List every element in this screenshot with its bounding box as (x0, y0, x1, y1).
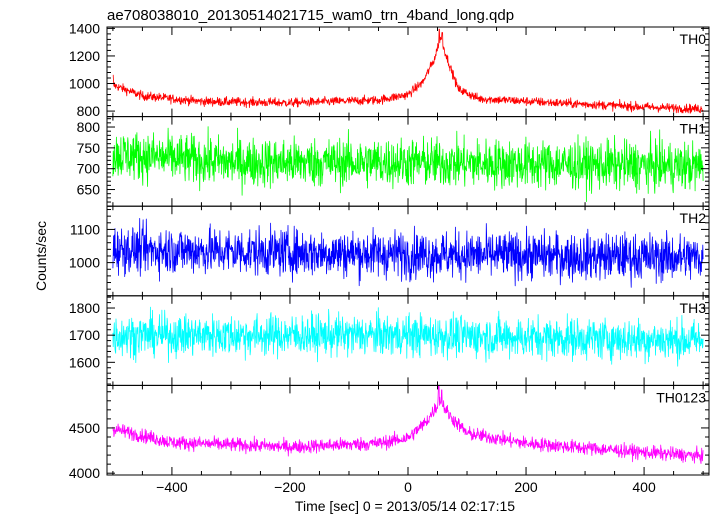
y-tick-label: 1000 (69, 255, 100, 271)
y-tick-label: 1600 (69, 354, 100, 370)
x-tick-label: −400 (156, 479, 188, 495)
panel-label: TH0 (680, 31, 707, 47)
y-tick-label: 1800 (69, 300, 100, 316)
panel-th3: 1600 1700 1800 TH3 (69, 295, 710, 386)
x-tick-label: 200 (514, 479, 538, 495)
x-tick-label: −200 (274, 479, 306, 495)
y-tick-label: 4000 (69, 465, 100, 481)
panels-group: 800 1000 1200 1400 TH0 650 700 750 800 TH1 1000 110… (69, 20, 710, 495)
y-tick-label: 1100 (70, 221, 100, 237)
chart-title: ae708038010_20130514021715_wam0_trn_4ban… (107, 7, 514, 24)
panel-th0: 800 1000 1200 1400 TH0 (69, 20, 710, 119)
y-tick-label: 800 (77, 103, 101, 119)
series-th3 (112, 306, 704, 367)
y-tick-label: 4500 (69, 420, 100, 436)
panel-th2: 1000 1100 TH2 (69, 205, 710, 297)
panel-th1: 650 700 750 800 TH1 (77, 116, 710, 207)
panel-label: TH3 (680, 300, 707, 316)
series-th1 (112, 126, 704, 202)
y-tick-label: 1000 (69, 76, 100, 92)
panel-label: TH2 (680, 210, 707, 226)
x-tick-label: 400 (632, 479, 656, 495)
panel-label: TH1 (680, 121, 707, 137)
y-axis-label: Counts/sec (33, 221, 49, 291)
y-tick-label: 750 (77, 140, 101, 156)
panel-label: TH0123 (656, 389, 706, 405)
x-axis-label: Time [sec] 0 = 2013/05/14 02:17:15 (295, 498, 515, 514)
panel-th0123: 4000 4500 TH0123 (69, 384, 710, 481)
y-tick-label: 800 (77, 119, 101, 135)
series-th0123 (112, 385, 704, 464)
y-tick-label: 650 (77, 182, 101, 198)
y-tick-label: 1200 (69, 48, 100, 64)
y-tick-label: 700 (77, 161, 101, 177)
y-tick-label: 1700 (69, 327, 100, 343)
x-tick-label: 0 (404, 479, 412, 495)
series-th2 (112, 218, 704, 288)
y-tick-label: 1400 (69, 20, 100, 36)
panel-frame (106, 384, 710, 476)
series-th0 (112, 28, 704, 114)
